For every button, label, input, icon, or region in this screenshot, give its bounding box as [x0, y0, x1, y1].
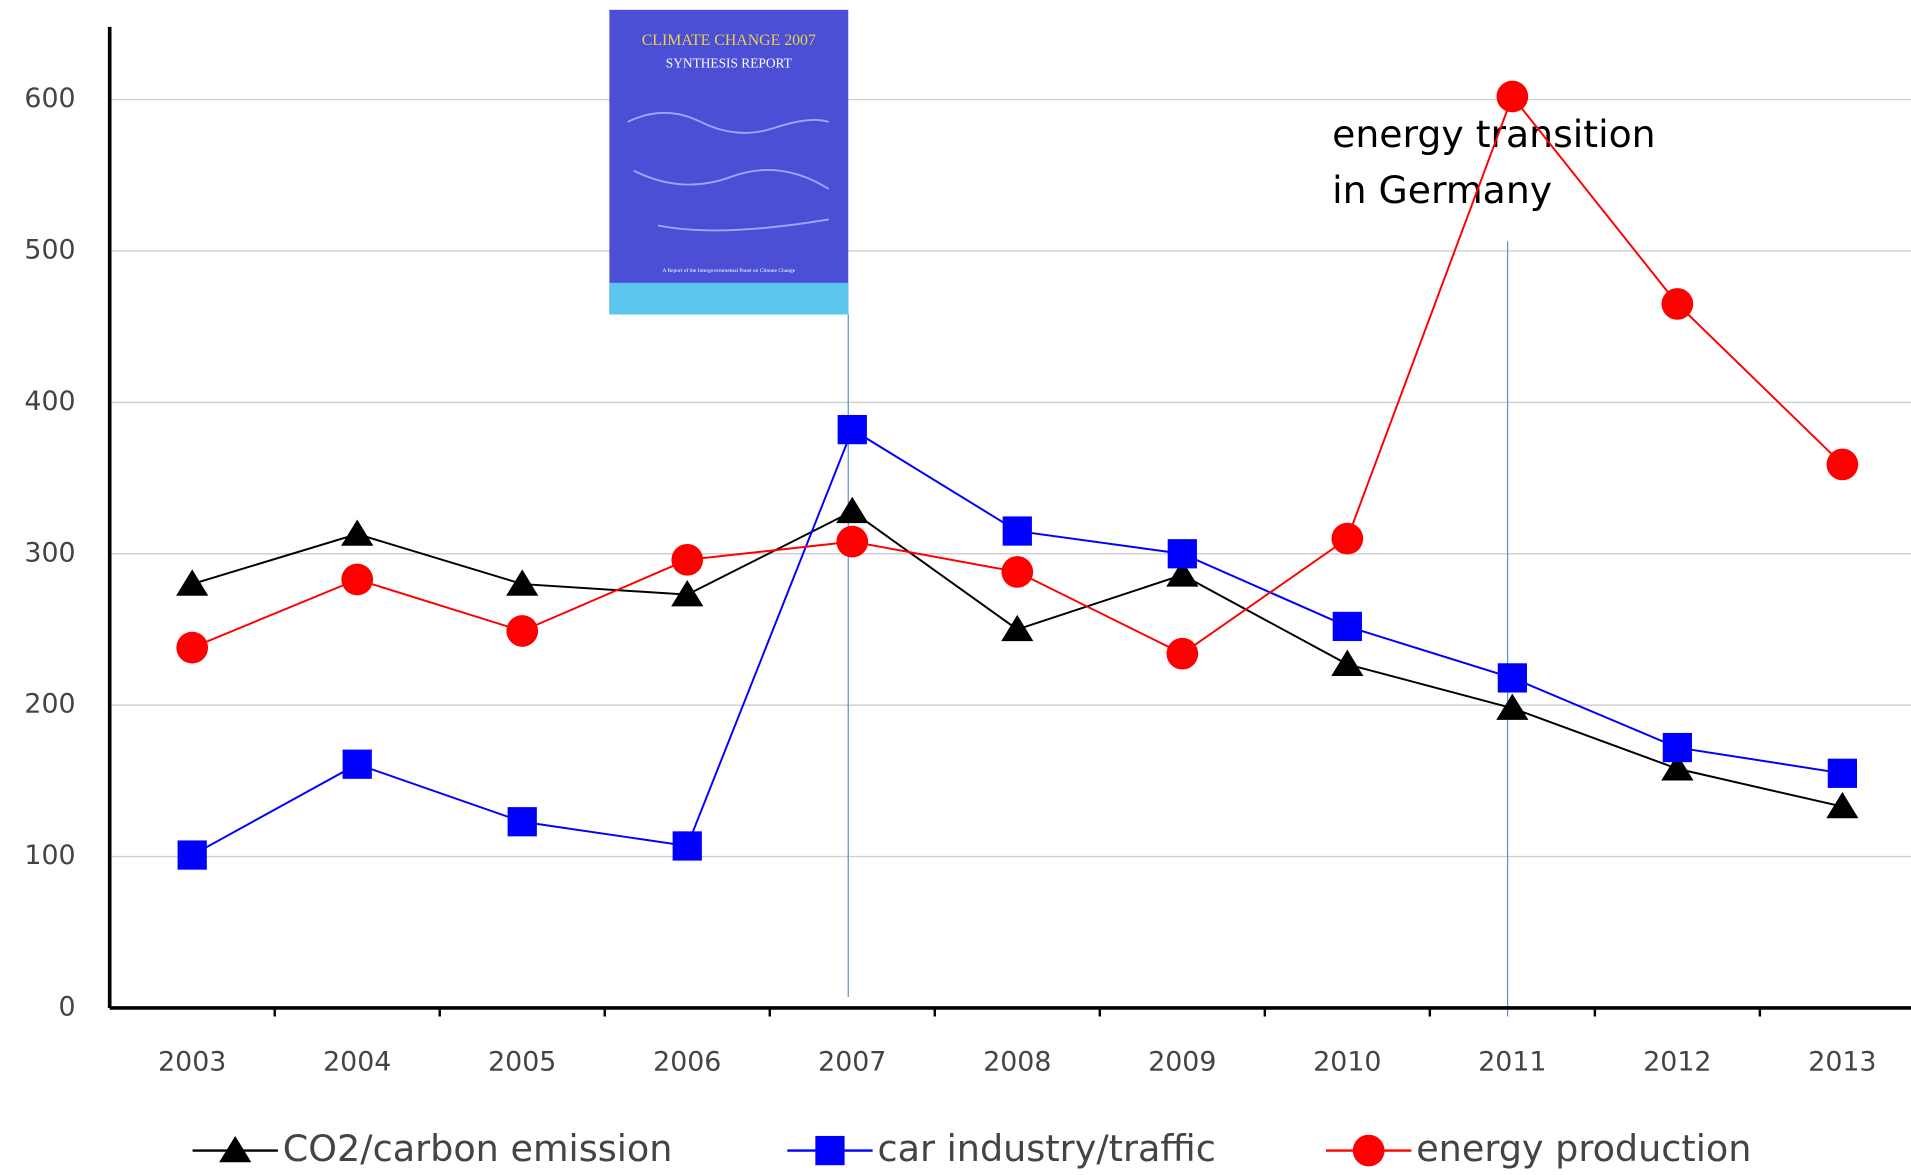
y-tick-label: 0	[59, 991, 76, 1022]
x-tick-label: 2010	[1313, 1046, 1381, 1077]
page: CLIMATE CHANGE 2007 SYNTHESIS REPORT A R…	[0, 0, 1911, 1175]
marker	[176, 569, 208, 595]
x-tick-label: 2011	[1478, 1046, 1546, 1077]
series-line	[192, 430, 1842, 855]
marker	[1001, 556, 1033, 588]
x-tick-label: 2005	[488, 1046, 556, 1077]
marker	[1496, 694, 1528, 720]
x-tick-label: 2004	[323, 1046, 391, 1077]
marker	[1333, 612, 1362, 641]
marker	[341, 564, 373, 596]
x-tick-label: 2008	[983, 1046, 1051, 1077]
y-tick-label: 600	[24, 83, 75, 114]
x-tick-label: 2006	[653, 1046, 721, 1077]
marker	[506, 615, 538, 647]
legend-marker	[1353, 1135, 1385, 1167]
marker	[1497, 81, 1529, 113]
marker	[1828, 759, 1857, 788]
marker	[176, 632, 208, 664]
legend-marker	[815, 1136, 844, 1165]
legend-marker	[219, 1136, 251, 1162]
marker	[836, 497, 868, 523]
annotation: energy transition	[1332, 112, 1656, 156]
cover-band	[609, 283, 848, 315]
marker	[341, 519, 373, 545]
x-tick-label: 2013	[1808, 1046, 1876, 1077]
y-tick-label: 300	[24, 537, 75, 568]
grid	[110, 100, 1911, 857]
legend-label: CO2/carbon emission	[283, 1127, 673, 1170]
x-tick-label: 2007	[818, 1046, 886, 1077]
x-tick-label: 2009	[1148, 1046, 1216, 1077]
marker	[673, 831, 702, 860]
x-tick-label: 2003	[158, 1046, 226, 1077]
marker	[1001, 615, 1033, 641]
annotation: in Germany	[1332, 168, 1552, 212]
y-tick-label: 400	[24, 386, 75, 417]
y-tick-label: 100	[24, 840, 75, 871]
legend-label: car industry/traffic	[878, 1127, 1216, 1170]
marker	[1003, 516, 1032, 545]
marker	[1498, 663, 1527, 692]
marker	[506, 569, 538, 595]
marker	[1663, 733, 1692, 762]
y-tick-label: 200	[24, 689, 75, 720]
marker	[1168, 539, 1197, 568]
marker	[343, 750, 372, 779]
marker	[1166, 638, 1198, 670]
marker	[1826, 792, 1858, 818]
marker	[838, 415, 867, 444]
legend-label: energy production	[1416, 1127, 1751, 1170]
cover-footer: A Report of the Intergovernmental Panel …	[662, 267, 795, 274]
series-line	[192, 511, 1842, 806]
cover-subtitle: SYNTHESIS REPORT	[666, 56, 792, 71]
inset-report-cover: CLIMATE CHANGE 2007 SYNTHESIS REPORT A R…	[609, 10, 848, 315]
marker	[1331, 523, 1363, 555]
marker	[508, 807, 537, 836]
marker	[1662, 288, 1694, 320]
cover-title: CLIMATE CHANGE 2007	[642, 32, 816, 49]
x-tick-label: 2012	[1643, 1046, 1711, 1077]
marker	[1331, 650, 1363, 676]
marker	[1827, 449, 1859, 481]
marker	[836, 526, 868, 558]
chart: CLIMATE CHANGE 2007 SYNTHESIS REPORT A R…	[0, 0, 1911, 1175]
marker	[178, 840, 207, 869]
y-tick-label: 500	[24, 234, 75, 265]
marker	[671, 544, 703, 576]
